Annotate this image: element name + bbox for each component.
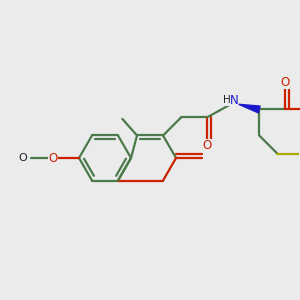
Text: O: O	[48, 152, 58, 164]
Polygon shape	[238, 104, 260, 113]
Text: O: O	[202, 139, 212, 152]
Text: O: O	[280, 76, 290, 88]
Text: N: N	[230, 94, 239, 107]
Text: H: H	[223, 95, 230, 105]
Text: O: O	[19, 153, 27, 163]
